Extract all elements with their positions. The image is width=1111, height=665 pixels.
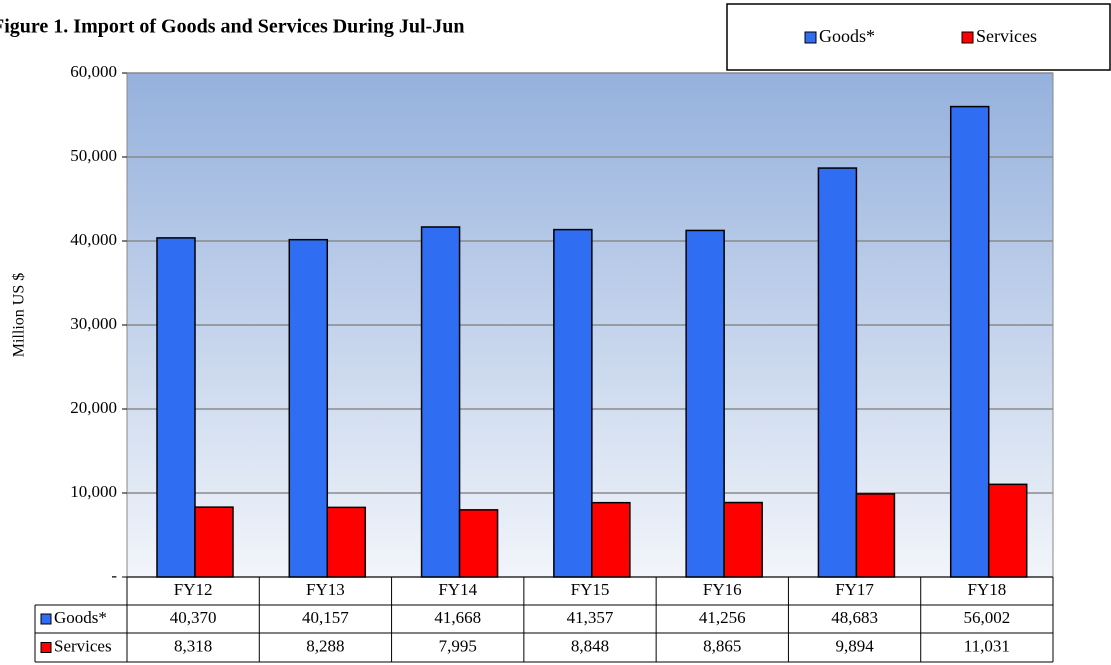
table-cell: 8,848 xyxy=(571,636,609,655)
bar xyxy=(553,228,593,578)
bar xyxy=(156,237,196,578)
bar xyxy=(194,506,234,578)
bar xyxy=(987,483,1028,578)
y-tick-label: 30,000 xyxy=(70,314,117,333)
legend-label: Goods* xyxy=(819,26,875,46)
legend xyxy=(726,3,1111,71)
x-tick-label: FY12 xyxy=(174,580,213,599)
bar xyxy=(326,506,367,578)
legend-label: Services xyxy=(976,26,1037,46)
x-tick-label: FY13 xyxy=(306,580,345,599)
y-tick-label: - xyxy=(111,566,117,585)
table-cell: 7,995 xyxy=(439,636,477,655)
y-tick-label: 50,000 xyxy=(70,146,117,165)
table-row-label: Goods* xyxy=(54,608,107,627)
x-tick-label: FY17 xyxy=(835,580,874,599)
chart-title: Figure 1. Import of Goods and Services D… xyxy=(0,16,464,38)
bar xyxy=(723,501,763,578)
table-key xyxy=(40,642,52,653)
x-tick-label: FY15 xyxy=(571,580,610,599)
table-cell: 56,002 xyxy=(963,608,1010,627)
table-cell: 41,357 xyxy=(567,608,614,627)
bar xyxy=(817,167,858,578)
bar xyxy=(949,105,990,578)
bar xyxy=(685,229,725,578)
bar xyxy=(458,509,499,578)
bar xyxy=(855,493,896,578)
table-cell: 41,668 xyxy=(434,608,481,627)
table-cell: 9,894 xyxy=(835,636,874,655)
y-tick-label: 10,000 xyxy=(70,482,117,501)
table-cell: 8,318 xyxy=(174,636,212,655)
legend-key xyxy=(804,31,817,44)
table-cell: 40,370 xyxy=(170,608,217,627)
x-tick-label: FY14 xyxy=(438,580,477,599)
y-tick-label: 20,000 xyxy=(70,398,117,417)
x-tick-label: FY18 xyxy=(967,580,1006,599)
y-tick-label: 40,000 xyxy=(70,230,117,249)
bar xyxy=(591,501,631,578)
bar xyxy=(288,238,329,578)
table-cell: 40,157 xyxy=(302,608,349,627)
y-axis-label: Million US $ xyxy=(11,273,28,357)
x-tick-label: FY16 xyxy=(703,580,742,599)
y-tick-label: 60,000 xyxy=(70,62,117,81)
table-cell: 8,288 xyxy=(306,636,344,655)
table-key xyxy=(40,613,52,625)
legend-key xyxy=(961,31,974,44)
table-cell: 11,031 xyxy=(964,636,1010,655)
table-cell: 8,865 xyxy=(703,636,741,655)
table-cell: 48,683 xyxy=(831,608,878,627)
bar xyxy=(420,226,461,578)
table-row-label: Services xyxy=(54,636,112,655)
table-cell: 41,256 xyxy=(699,608,746,627)
